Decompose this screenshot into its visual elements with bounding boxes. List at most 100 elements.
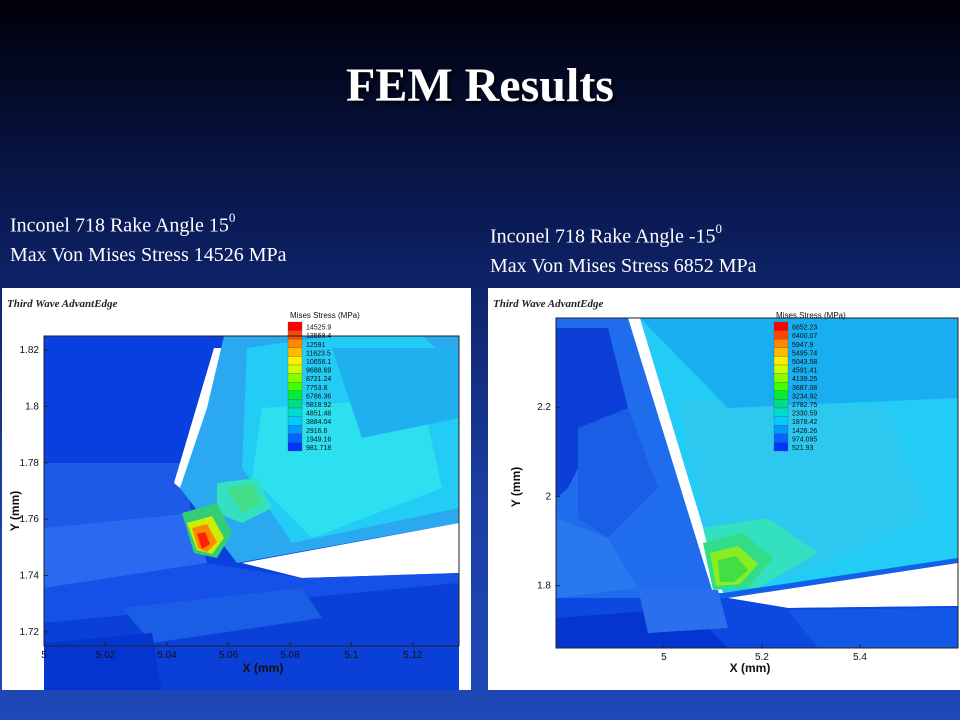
legend-swatch: [773, 433, 789, 443]
legend-swatch: [287, 339, 303, 348]
fem-plot-right: Third Wave AdvantEdge: [488, 288, 960, 690]
x-tick-label: 5.1: [344, 650, 358, 661]
legend-swatch: [773, 356, 789, 366]
legend-swatch: [287, 425, 303, 434]
legend-swatch: [287, 364, 303, 374]
ylabel-right: Y (mm): [509, 467, 523, 507]
legend-swatch: [773, 390, 789, 400]
legend-value: 2782.75: [792, 402, 817, 409]
y-tick-label: 2.2: [537, 402, 551, 413]
y-tick-label: 1.8: [25, 401, 39, 412]
legend-value: 12591: [306, 342, 326, 349]
legend-swatch: [773, 442, 789, 452]
caption-right-degree: 0: [715, 221, 723, 236]
legend-value: 5043.58: [792, 359, 817, 366]
fem-plot-left-svg: Third Wave AdvantEdge: [7, 298, 460, 690]
legend-swatch: [287, 356, 303, 366]
legend-swatch: [773, 416, 789, 426]
legend-value: 981.718: [306, 445, 331, 452]
legend-value: 4851.48: [306, 411, 331, 418]
legend-value: 6786.36: [306, 393, 331, 400]
legend-value: 5818.92: [306, 402, 331, 409]
legend-swatch: [287, 373, 303, 383]
x-tick-label: 5.08: [280, 650, 300, 661]
legend-swatch: [287, 382, 303, 391]
legend-value: 2916.6: [306, 428, 328, 435]
legend-value: 974.095: [792, 436, 817, 443]
x-tick-label: 5.4: [853, 652, 867, 663]
contour-field-left: [44, 336, 459, 690]
legend-value: 9688.69: [306, 368, 331, 375]
legend-swatch: [287, 399, 303, 409]
y-tick-label: 1.8: [537, 581, 551, 592]
legend-value: 2330.59: [792, 411, 817, 418]
caption-right-rake: Inconel 718 Rake Angle -15: [490, 225, 716, 248]
legend-swatch: [773, 382, 789, 391]
legend-swatch: [773, 364, 789, 374]
legend-swatch: [773, 330, 789, 340]
legend-swatch: [287, 416, 303, 426]
caption-left-line2: Max Von Mises Stress 14526 MPa: [10, 243, 287, 266]
legend-value: 1426.26: [792, 428, 817, 435]
legend-swatch: [287, 442, 303, 452]
legend-value: 11623.5: [306, 350, 331, 357]
y-tick-label: 1.74: [20, 571, 40, 582]
legend-value: 3234.92: [792, 393, 817, 400]
y-tick-label: 1.82: [20, 345, 40, 356]
caption-right-line2: Max Von Mises Stress 6852 MPa: [490, 254, 757, 277]
legend-value: 1878.42: [792, 419, 817, 426]
legend-title-left: Mises Stress (MPa): [290, 311, 360, 320]
legend-value: 3884.04: [306, 419, 331, 426]
axes-left: 5 5.02 5.04 5.06 5.08 5.1 5.12 1.72 1.74 1.76 1.78…: [20, 335, 460, 661]
brand-label-left: Third Wave AdvantEdge: [7, 298, 118, 310]
slide-title: FEM Results: [346, 59, 614, 112]
caption-right: Inconel 718 Rake Angle -150 Max Von Mise…: [490, 216, 757, 281]
x-tick-label: 5.06: [219, 650, 239, 661]
x-tick-label: 5.12: [403, 650, 423, 661]
legend-value: 521.93: [792, 445, 814, 452]
legend-swatch: [287, 407, 303, 417]
y-tick-label: 1.76: [20, 514, 40, 525]
xlabel-right: X (mm): [730, 661, 771, 675]
legend-title-right: Mises Stress (MPa): [776, 311, 846, 320]
fem-plot-left: Third Wave AdvantEdge: [2, 288, 471, 690]
ylabel-left: Y (mm): [8, 491, 22, 531]
x-tick-label: 5: [661, 652, 667, 663]
y-tick-label: 1.72: [20, 627, 40, 638]
legend-swatch: [287, 321, 303, 331]
x-tick-label: 5.02: [96, 650, 116, 661]
legend-value: 5947.9: [792, 342, 814, 349]
caption-left-line1: Inconel 718 Rake Angle 150: [10, 205, 287, 241]
legend-swatch: [287, 347, 303, 357]
legend-value: 13558.4: [306, 333, 331, 340]
caption-left-rake: Inconel 718 Rake Angle 15: [10, 214, 229, 237]
legend-value: 8721.24: [306, 376, 331, 383]
legend-swatch: [773, 321, 789, 331]
legend-swatch: [287, 330, 303, 340]
xlabel-left: X (mm): [243, 661, 284, 675]
plot-frame: [555, 317, 959, 649]
legend-swatch: [773, 373, 789, 383]
legend-value: 14525.9: [306, 325, 331, 332]
legend-value: 1949.16: [306, 436, 331, 443]
legend-value: 4591.41: [792, 368, 817, 375]
caption-right-line1: Inconel 718 Rake Angle -150: [490, 216, 757, 252]
legend-value: 3687.08: [792, 385, 817, 392]
legend-swatch: [773, 347, 789, 357]
legend-swatch: [773, 399, 789, 409]
contour-field-right: [556, 318, 958, 648]
legend-swatch: [773, 425, 789, 434]
legend-swatch: [287, 390, 303, 400]
axes-right: 5 5.2 5.4 1.8 2 2.2: [537, 317, 959, 663]
y-tick-label: 1.78: [20, 458, 40, 469]
brand-label-right: Third Wave AdvantEdge: [493, 298, 604, 310]
x-tick-label: 5.04: [157, 650, 177, 661]
legend-swatch: [773, 407, 789, 417]
legend-value: 6852.23: [792, 325, 817, 332]
y-tick-label: 2: [545, 491, 551, 502]
x-tick-label: 5.2: [755, 652, 769, 663]
legend-value: 5495.74: [792, 350, 817, 357]
legend-value: 4139.25: [792, 376, 817, 383]
